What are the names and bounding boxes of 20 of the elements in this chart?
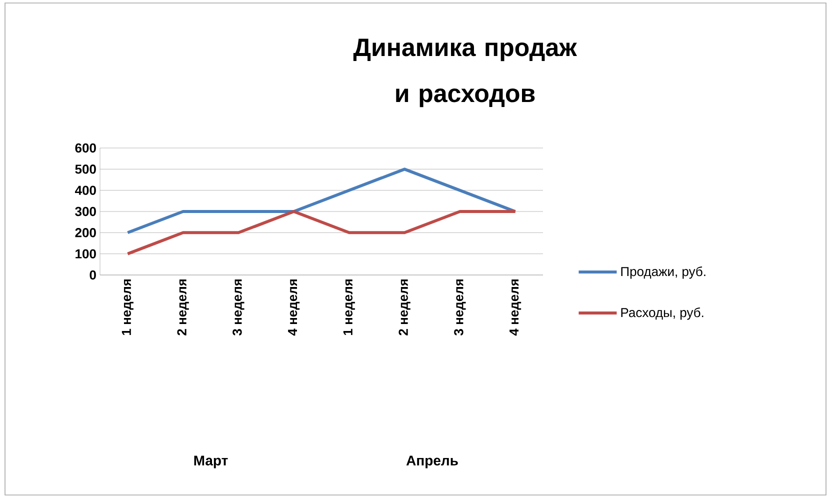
x-tick-label: 1 неделя xyxy=(343,279,355,335)
chart-title: Динамика продаж и расходов xyxy=(353,38,578,108)
y-tick-label: 600 xyxy=(75,143,96,153)
x-tick-label: 3 неделя xyxy=(454,279,466,336)
x-tick-label: 1 неделя xyxy=(122,279,134,335)
x-tick-label: 2 неделя xyxy=(177,279,189,336)
text: Апрель xyxy=(406,456,458,468)
y-tick-label: 500 xyxy=(75,164,96,174)
x-tick-label: 4 неделя xyxy=(288,279,300,336)
y-tick-label: 200 xyxy=(75,228,96,238)
y-tick-label: 0 xyxy=(90,270,96,280)
legend-label: Расходы, руб. xyxy=(621,308,704,320)
x-tick-label: 4 неделя xyxy=(510,279,522,336)
x-tick-label: 2 неделя xyxy=(398,279,410,336)
y-tick-label: 100 xyxy=(76,249,96,258)
y-tick-label: 400 xyxy=(74,186,96,195)
x-tick-label: 3 неделя xyxy=(232,279,244,336)
legend-label: Продажи, руб. xyxy=(621,266,706,279)
text: Март xyxy=(194,456,228,468)
y-tick-label: 300 xyxy=(75,206,96,216)
